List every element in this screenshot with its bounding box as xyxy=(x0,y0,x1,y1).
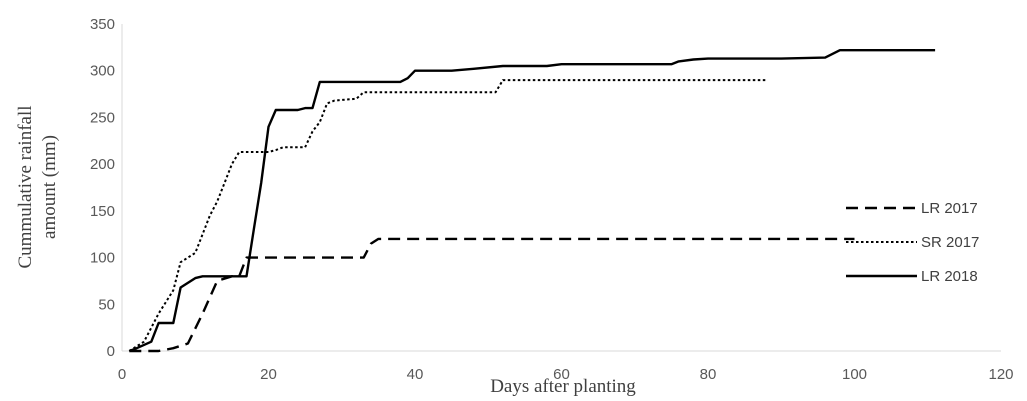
y-tick-label: 200 xyxy=(90,156,115,173)
x-tick-label: 120 xyxy=(988,366,1013,383)
x-tick-label: 40 xyxy=(407,366,424,383)
x-axis-title: Days after planting xyxy=(490,376,636,397)
x-tick-label: 0 xyxy=(118,366,126,383)
series-line-lr-2017 xyxy=(129,237,855,353)
y-tick-label: 150 xyxy=(90,203,115,220)
y-tick-label: 250 xyxy=(90,109,115,126)
x-tick-label: 100 xyxy=(842,366,867,383)
legend-label: LR 2018 xyxy=(921,268,978,285)
y-tick-label: 0 xyxy=(107,343,115,360)
legend: LR 2017 SR 2017 LR 2018 xyxy=(846,200,979,285)
legend-label: SR 2017 xyxy=(921,234,979,251)
y-tick-label: 300 xyxy=(90,63,115,80)
series-line-lr-2018 xyxy=(128,49,936,353)
y-axis-title-line-2: amount (mm) xyxy=(39,135,60,239)
x-tick-label: 80 xyxy=(700,366,717,383)
legend-label: LR 2017 xyxy=(921,200,978,217)
x-tick-label: 20 xyxy=(260,366,277,383)
axes-group: 0 20 40 60 80 100 120 0 50 100 150 200 250 300 350 xyxy=(90,16,1014,383)
series-group xyxy=(128,49,936,353)
y-tick-label: 350 xyxy=(90,16,115,33)
y-tick-label: 100 xyxy=(90,250,115,267)
y-axis-title-line-1: Cummulative rainfall xyxy=(15,105,36,268)
series-line-sr-2017 xyxy=(128,79,767,352)
x-tick-label: 60 xyxy=(553,366,570,383)
y-tick-label: 50 xyxy=(98,296,115,313)
